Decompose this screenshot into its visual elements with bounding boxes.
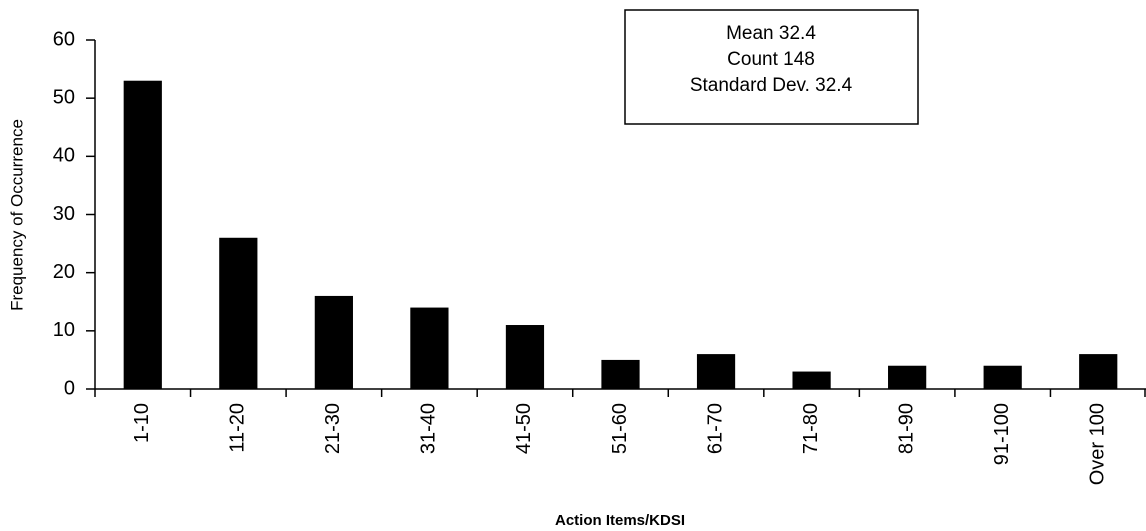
bar: [219, 237, 258, 389]
x-tick-label: 1-10: [131, 403, 153, 443]
y-tick-label: 10: [53, 319, 75, 341]
bar: [410, 307, 449, 389]
bar: [1079, 354, 1118, 389]
y-tick-label: 20: [53, 261, 75, 283]
bar: [123, 80, 162, 389]
y-tick-label: 0: [64, 377, 75, 399]
x-tick-label: 41-50: [513, 403, 535, 454]
y-tick-label: 60: [53, 28, 75, 50]
bar: [314, 295, 353, 389]
x-tick-label: 71-80: [800, 403, 822, 454]
y-tick-label: 40: [53, 145, 75, 167]
annotation: Count 148: [727, 49, 815, 70]
bar: [505, 325, 545, 389]
y-axis-label: Frequency of Occurrence: [7, 119, 26, 311]
x-axis-label: Action Items/KDSI: [555, 512, 685, 529]
bar: [888, 365, 927, 389]
x-tick-label: Over 100: [1087, 403, 1109, 485]
x-tick-label: 31-40: [418, 403, 440, 454]
y-tick-label: 30: [53, 203, 75, 225]
bar: [792, 371, 831, 389]
bar: [601, 359, 640, 389]
x-tick-label: 21-30: [322, 403, 344, 454]
x-tick-label: 11-20: [227, 403, 249, 453]
x-tick-label: 61-70: [704, 403, 726, 454]
x-tick-label: 91-100: [991, 403, 1013, 465]
bar: [983, 365, 1022, 389]
bar: [696, 354, 736, 389]
y-tick-label: 50: [53, 86, 75, 108]
annotation: Mean 32.4: [726, 23, 816, 44]
x-tick-label: 81-90: [895, 403, 917, 454]
x-tick-label: 51-60: [609, 403, 631, 454]
annotation: Standard Dev. 32.4: [690, 75, 853, 96]
annotation-box: [624, 9, 919, 125]
